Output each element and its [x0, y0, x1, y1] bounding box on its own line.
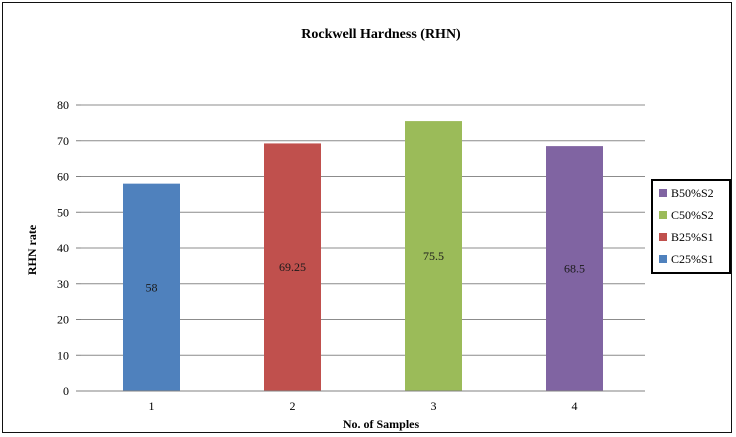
x-tick-label: 1 [149, 399, 155, 413]
chart-title: Rockwell Hardness (RHN) [301, 27, 461, 42]
x-axis-title: No. of Samples [343, 417, 420, 431]
bar-1 [123, 183, 180, 391]
bar-3 [405, 121, 462, 392]
y-tick-label: 40 [57, 241, 69, 255]
legend: B50%S2 C50%S2 B25%S1 C25%S1 [651, 179, 731, 274]
chart-frame: Rockwell Hardness (RHN) 58 69.25 75.5 68.5 … [2, 2, 732, 433]
data-label: 68.5 [564, 262, 585, 276]
y-tick-label: 50 [57, 205, 69, 219]
y-tick-label: 20 [57, 313, 69, 327]
legend-label: C50%S2 [671, 208, 714, 222]
bar-2 [264, 143, 321, 391]
legend-label: B25%S1 [671, 230, 714, 244]
x-axis-ticks: 1 2 3 4 [149, 399, 578, 413]
y-tick-label: 80 [57, 98, 69, 112]
y-tick-label: 60 [57, 170, 69, 184]
legend-label: B50%S2 [671, 186, 714, 200]
y-axis-title: RHN rate [25, 224, 39, 275]
legend-swatch [659, 189, 667, 197]
x-tick-label: 2 [290, 399, 296, 413]
y-tick-label: 70 [57, 134, 69, 148]
legend-swatch [659, 233, 667, 241]
legend-swatch [659, 211, 667, 219]
y-tick-label: 30 [57, 277, 69, 291]
legend-label: C25%S1 [671, 252, 714, 266]
y-tick-label: 10 [57, 348, 69, 362]
data-label: 58 [146, 280, 158, 294]
x-tick-label: 3 [431, 399, 437, 413]
bars: 58 69.25 75.5 68.5 [123, 121, 603, 392]
data-label: 75.5 [423, 249, 444, 263]
legend-swatch [659, 255, 667, 263]
y-tick-label: 0 [63, 384, 69, 398]
bar-4 [546, 146, 603, 391]
y-axis-ticks: 0 10 20 30 40 50 60 70 80 [57, 98, 81, 398]
bar-chart: Rockwell Hardness (RHN) 5869.2575.568.5 … [25, 27, 731, 431]
data-label: 69.25 [279, 260, 306, 274]
x-tick-label: 4 [572, 399, 578, 413]
